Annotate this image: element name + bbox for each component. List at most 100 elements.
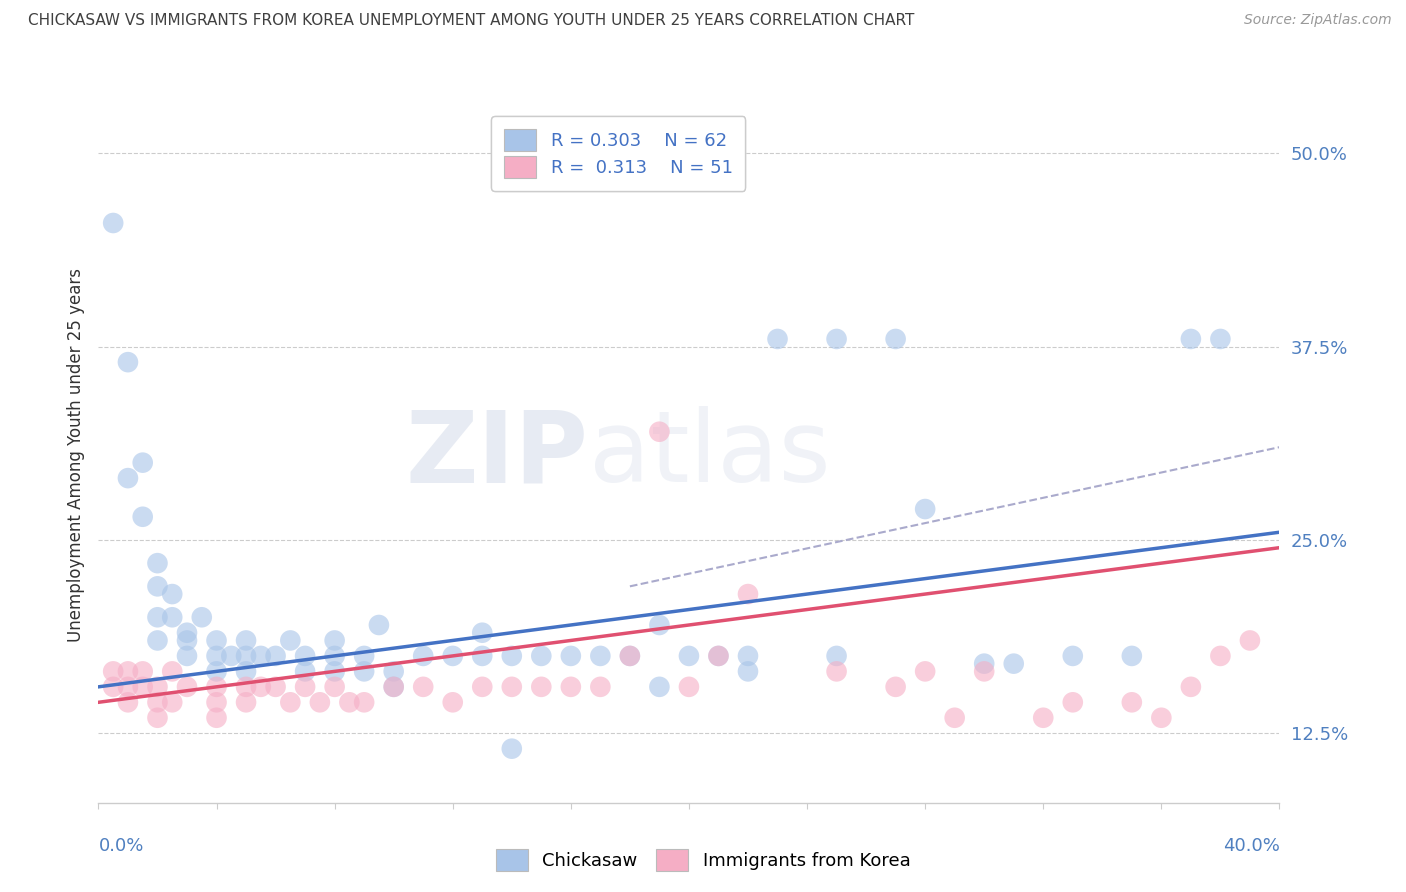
Point (737, 587, 759, 601)
Point (294, 680, 316, 694)
Text: atlas: atlas (589, 407, 830, 503)
Point (1209, 332, 1232, 346)
Point (294, 648, 316, 663)
Point (323, 680, 346, 694)
Point (235, 665, 257, 679)
Point (501, 741, 523, 756)
Point (176, 625, 198, 640)
Point (619, 648, 641, 663)
Point (235, 680, 257, 694)
Point (323, 665, 346, 679)
Point (205, 648, 228, 663)
Text: ZIP: ZIP (406, 407, 589, 503)
Point (132, 665, 155, 679)
Point (205, 665, 228, 679)
Point (1239, 633, 1261, 648)
Point (1121, 695, 1143, 709)
Point (1180, 680, 1202, 694)
Point (278, 633, 302, 648)
Point (146, 680, 169, 694)
Point (560, 648, 582, 663)
Point (117, 665, 139, 679)
Point (707, 648, 730, 663)
Point (117, 680, 139, 694)
Point (412, 680, 434, 694)
Point (176, 648, 198, 663)
Point (146, 579, 169, 593)
Point (264, 648, 287, 663)
Point (737, 665, 759, 679)
Point (132, 680, 155, 694)
Point (353, 695, 375, 709)
Point (1002, 657, 1025, 671)
Point (1121, 648, 1143, 663)
Point (825, 648, 848, 663)
Point (530, 648, 553, 663)
Point (1209, 648, 1232, 663)
Point (146, 633, 169, 648)
Point (294, 665, 316, 679)
Point (382, 680, 405, 694)
Point (205, 695, 228, 709)
Point (914, 502, 936, 516)
Point (471, 680, 494, 694)
Point (973, 665, 995, 679)
Point (560, 680, 582, 694)
Point (943, 711, 966, 725)
Point (205, 711, 228, 725)
Point (309, 695, 332, 709)
Point (146, 610, 169, 624)
Point (235, 633, 257, 648)
Point (146, 695, 169, 709)
Point (146, 556, 169, 570)
Legend: R = 0.303    N = 62, R =  0.313    N = 51: R = 0.303 N = 62, R = 0.313 N = 51 (491, 116, 745, 191)
Point (825, 332, 848, 346)
Point (353, 665, 375, 679)
Point (914, 665, 936, 679)
Point (117, 695, 139, 709)
Point (205, 680, 228, 694)
Point (648, 680, 671, 694)
Point (176, 680, 198, 694)
Text: 40.0%: 40.0% (1223, 837, 1279, 855)
Legend: Chickasaw, Immigrants from Korea: Chickasaw, Immigrants from Korea (488, 842, 918, 879)
Point (619, 648, 641, 663)
Text: Source: ZipAtlas.com: Source: ZipAtlas.com (1244, 13, 1392, 28)
Point (648, 425, 671, 439)
Point (707, 648, 730, 663)
Point (678, 648, 700, 663)
Point (471, 625, 494, 640)
Point (162, 665, 183, 679)
Point (825, 665, 848, 679)
Point (412, 648, 434, 663)
Point (884, 680, 907, 694)
Point (368, 618, 391, 632)
Point (103, 665, 125, 679)
Point (103, 216, 125, 230)
Point (1180, 332, 1202, 346)
Point (737, 648, 759, 663)
Point (250, 680, 273, 694)
Point (117, 355, 139, 369)
Point (353, 648, 375, 663)
Point (441, 648, 464, 663)
Point (278, 695, 302, 709)
Point (471, 648, 494, 663)
Point (884, 332, 907, 346)
Point (264, 680, 287, 694)
Point (132, 509, 155, 524)
Point (337, 695, 360, 709)
Point (501, 680, 523, 694)
Point (678, 680, 700, 694)
Text: CHICKASAW VS IMMIGRANTS FROM KOREA UNEMPLOYMENT AMONG YOUTH UNDER 25 YEARS CORRE: CHICKASAW VS IMMIGRANTS FROM KOREA UNEMP… (28, 13, 914, 29)
Point (441, 695, 464, 709)
Point (162, 610, 183, 624)
Point (132, 456, 155, 470)
Point (235, 695, 257, 709)
Point (176, 633, 198, 648)
Point (235, 648, 257, 663)
Point (382, 680, 405, 694)
Point (191, 610, 214, 624)
Point (146, 711, 169, 725)
Point (117, 471, 139, 485)
